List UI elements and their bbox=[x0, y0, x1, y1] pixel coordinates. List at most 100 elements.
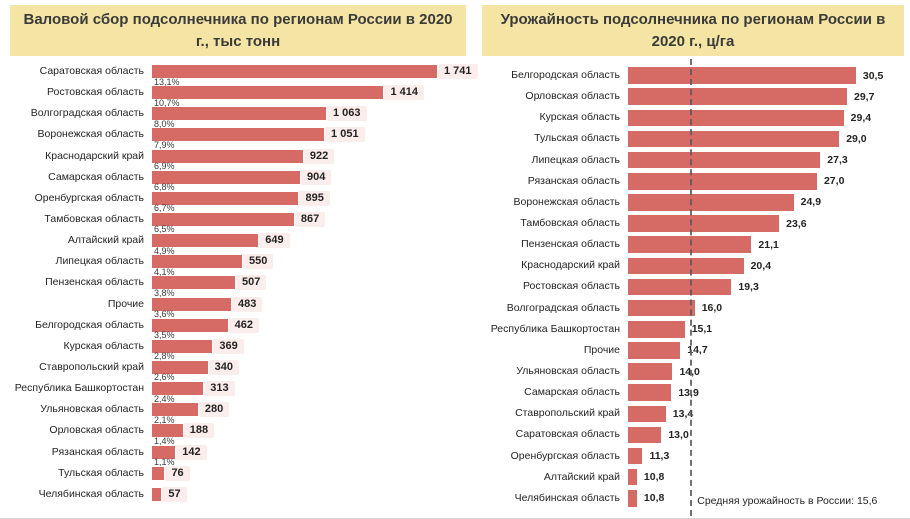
harvest-bar[interactable] bbox=[152, 128, 325, 142]
value-label: 280 bbox=[198, 402, 230, 418]
share-percent-label: 4,1% bbox=[154, 266, 175, 277]
yield-bar[interactable] bbox=[628, 299, 695, 317]
harvest-bar[interactable] bbox=[152, 382, 204, 396]
yield-bar[interactable] bbox=[628, 490, 637, 507]
yield-bar[interactable] bbox=[628, 405, 666, 423]
region-label: Ставропольский край bbox=[39, 360, 144, 373]
value-label: 24,9 bbox=[800, 196, 822, 209]
harvest-bar[interactable] bbox=[152, 297, 232, 311]
region-label: Самарская область bbox=[524, 386, 620, 399]
region-label: Ростовская область bbox=[46, 86, 144, 99]
yield-bar[interactable] bbox=[628, 88, 847, 105]
harvest-bar[interactable] bbox=[152, 170, 300, 184]
yield-bar[interactable] bbox=[628, 278, 732, 296]
harvest-bar[interactable] bbox=[152, 487, 162, 501]
harvest-bar[interactable] bbox=[152, 149, 303, 163]
region-label: Пензенская область bbox=[45, 276, 144, 289]
harvest-bar[interactable] bbox=[152, 255, 243, 269]
gross-harvest-row: Пензенская область 3,8% 507 bbox=[10, 275, 466, 297]
region-label: Алтайский край bbox=[67, 234, 144, 247]
yield-row: Самарская область 13,9 bbox=[482, 382, 904, 403]
region-label: Орловская область bbox=[49, 424, 144, 437]
yield-bar[interactable] bbox=[628, 426, 662, 444]
region-label: Прочие bbox=[583, 343, 620, 356]
harvest-bar[interactable] bbox=[152, 424, 183, 438]
value-label: 14,0 bbox=[679, 365, 700, 378]
harvest-bar[interactable] bbox=[152, 107, 326, 121]
share-percent-label: 4,9% bbox=[154, 245, 175, 256]
region-label: Республика Башкортостан bbox=[490, 322, 620, 335]
yield-row: Тульская область 29,0 bbox=[482, 128, 904, 149]
yield-bar[interactable] bbox=[628, 109, 844, 127]
value-label: 313 bbox=[204, 381, 235, 397]
yield-bar[interactable] bbox=[628, 215, 780, 232]
gross-harvest-row: Прочие 3,6% 483 bbox=[10, 296, 466, 319]
gross-harvest-chart: Валовой сбор подсолнечника по регионам Р… bbox=[10, 5, 478, 509]
yield-row: Республика Башкортостан 15,1 bbox=[482, 319, 904, 340]
region-label: Ульяновская область bbox=[516, 365, 620, 378]
yield-row: Челябинская область 10,8 bbox=[482, 488, 904, 509]
share-percent-label: 1,4% bbox=[154, 435, 175, 446]
region-label: Саратовская область bbox=[39, 65, 144, 77]
yield-bar[interactable] bbox=[628, 236, 752, 253]
region-label: Воронежская область bbox=[37, 128, 144, 141]
value-label: 27,3 bbox=[827, 154, 848, 167]
yield-bar[interactable] bbox=[628, 363, 673, 380]
region-label: Краснодарский край bbox=[521, 259, 620, 272]
value-label: 904 bbox=[300, 169, 332, 185]
gross-harvest-row: Самарская область 6,8% 904 bbox=[10, 169, 466, 192]
harvest-bar[interactable] bbox=[152, 403, 198, 417]
share-percent-label: 2,8% bbox=[154, 351, 175, 362]
harvest-bar[interactable] bbox=[152, 445, 176, 459]
yield-bar[interactable] bbox=[628, 384, 672, 401]
region-label: Ставропольский край bbox=[515, 407, 620, 420]
yield-bar[interactable] bbox=[628, 321, 685, 338]
region-label: Воронежская область bbox=[513, 195, 620, 208]
harvest-bar[interactable] bbox=[152, 339, 213, 353]
region-label: Челябинская область bbox=[38, 487, 144, 500]
value-label: 142 bbox=[176, 444, 207, 460]
yield-bar[interactable] bbox=[628, 173, 817, 190]
yield-bar[interactable] bbox=[628, 194, 794, 211]
value-label: 1 741 bbox=[437, 64, 478, 79]
share-percent-label: 7,9% bbox=[154, 139, 175, 150]
yield-row: Оренбургская область 11,3 bbox=[482, 446, 904, 467]
gross-harvest-rows: Саратовская область 13,1% 1 741 Ростовск… bbox=[10, 64, 478, 509]
yield-bar[interactable] bbox=[628, 468, 637, 486]
value-label: 76 bbox=[165, 465, 190, 481]
region-label: Челябинская область bbox=[514, 491, 620, 504]
region-label: Саратовская область bbox=[515, 428, 620, 441]
harvest-bar[interactable] bbox=[152, 276, 235, 290]
harvest-bar[interactable] bbox=[152, 212, 294, 226]
gross-harvest-row: Ставропольский край 2,6% 340 bbox=[10, 359, 466, 382]
harvest-bar[interactable] bbox=[152, 86, 384, 100]
region-label: Рязанская область bbox=[51, 445, 144, 458]
yield-bar[interactable] bbox=[628, 67, 856, 84]
harvest-bar[interactable] bbox=[152, 360, 208, 374]
average-yield-label: Средняя урожайность в России: 15,6 bbox=[697, 495, 878, 507]
share-percent-label: 3,5% bbox=[154, 330, 175, 341]
region-label: Оренбургская область bbox=[510, 449, 620, 462]
yield-bar[interactable] bbox=[628, 151, 821, 169]
share-percent-label: 2,1% bbox=[154, 414, 175, 425]
gross-harvest-row: Курская область 2,8% 369 bbox=[10, 338, 466, 362]
harvest-bar[interactable] bbox=[152, 191, 299, 205]
yield-bar[interactable] bbox=[628, 447, 643, 465]
value-label: 1 051 bbox=[325, 127, 365, 143]
harvest-bar[interactable] bbox=[152, 234, 259, 248]
value-label: 29,0 bbox=[846, 132, 867, 145]
yield-row: Краснодарский край 20,4 bbox=[482, 255, 904, 276]
yield-bar[interactable] bbox=[628, 342, 681, 359]
value-label: 369 bbox=[213, 338, 244, 354]
value-label: 10,8 bbox=[643, 471, 665, 484]
value-label: 29,7 bbox=[853, 90, 875, 103]
yield-bar[interactable] bbox=[628, 257, 744, 275]
gross-harvest-row: Ульяновская область 2,1% 280 bbox=[10, 402, 466, 425]
gross-harvest-row: Рязанская область 1,1% 142 bbox=[10, 444, 466, 467]
harvest-bar[interactable] bbox=[152, 318, 228, 332]
region-label: Волгоградская область bbox=[506, 301, 620, 314]
harvest-bar[interactable] bbox=[152, 65, 437, 78]
yield-bar[interactable] bbox=[628, 130, 840, 148]
harvest-bar[interactable] bbox=[152, 466, 165, 480]
